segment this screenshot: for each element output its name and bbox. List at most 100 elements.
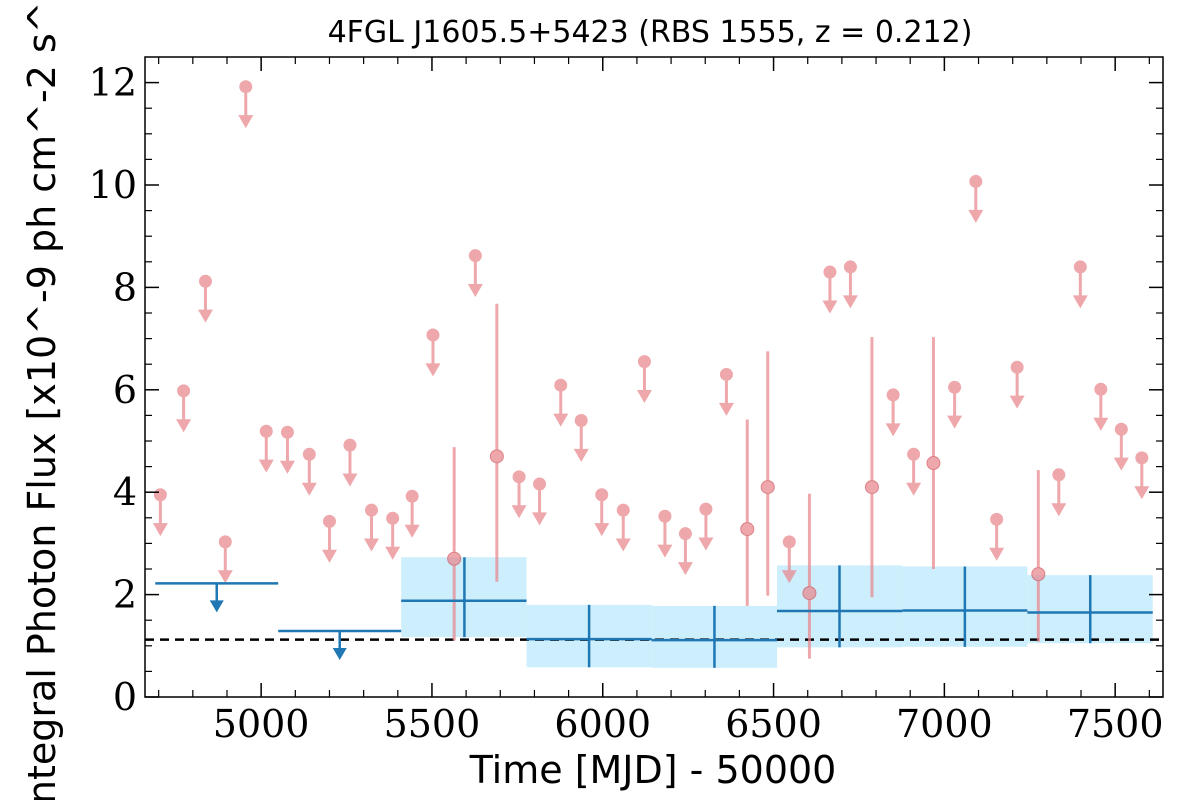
upper-limit-marker — [405, 489, 419, 503]
upper-limit-arrowhead — [636, 390, 652, 404]
upper-limit-arrowhead — [301, 482, 317, 496]
detection-point — [740, 419, 755, 606]
long-upper-limit-arrowhead — [332, 647, 347, 660]
upper-limit-marker — [322, 514, 336, 528]
upper-limit-point — [553, 378, 569, 427]
upper-limit-point — [698, 502, 714, 551]
upper-limit-arrowhead — [718, 402, 734, 416]
detection-point — [489, 303, 504, 582]
upper-limit-marker — [364, 503, 378, 517]
upper-limit-marker — [678, 527, 692, 541]
upper-limit-point — [906, 447, 922, 496]
upper-limit-arrowhead — [385, 546, 401, 560]
long-detection — [526, 604, 652, 668]
upper-limit-point — [657, 509, 673, 558]
upper-limit-point — [425, 328, 441, 377]
upper-limit-arrowhead — [404, 524, 420, 538]
upper-limit-marker — [886, 388, 900, 402]
upper-limit-point — [467, 249, 483, 298]
upper-limit-arrowhead — [885, 423, 901, 437]
long-bin-layer — [155, 557, 1153, 668]
upper-limit-arrowhead — [532, 512, 548, 526]
upper-limit-marker — [907, 447, 921, 461]
upper-limit-point — [677, 527, 693, 576]
long-detection — [776, 565, 903, 648]
long-upper-limit — [155, 582, 279, 613]
upper-limit-marker — [468, 249, 482, 263]
upper-limit-arrowhead — [467, 284, 483, 298]
y-tick-label: 12 — [89, 61, 137, 105]
detection-marker — [740, 522, 755, 537]
y-tick-label: 0 — [113, 675, 137, 719]
upper-limit-marker — [699, 502, 713, 516]
x-tick-label: 5000 — [213, 702, 310, 746]
x-tick-label: 6000 — [554, 702, 651, 746]
upper-limit-point — [385, 511, 401, 560]
upper-limit-point — [1072, 260, 1088, 309]
upper-limit-arrowhead — [238, 115, 254, 129]
upper-limit-marker — [658, 509, 672, 523]
upper-limit-arrowhead — [1009, 395, 1025, 409]
upper-limit-arrowhead — [947, 415, 963, 429]
upper-limit-point — [363, 503, 379, 552]
upper-limit-point — [1093, 382, 1109, 431]
upper-limit-arrowhead — [1113, 457, 1129, 471]
upper-limit-arrowhead — [176, 419, 192, 433]
upper-limit-point — [1051, 468, 1067, 517]
upper-limit-point — [1113, 422, 1129, 471]
upper-limit-point — [885, 388, 901, 437]
y-tick-label: 2 — [113, 573, 137, 617]
upper-limit-point — [152, 488, 168, 537]
y-tick-label: 8 — [113, 265, 137, 309]
upper-limit-point — [781, 535, 797, 584]
upper-limit-point — [615, 503, 631, 552]
upper-limit-arrowhead — [1134, 486, 1150, 500]
upper-limit-point — [968, 174, 984, 223]
x-tick-label: 7500 — [1067, 702, 1164, 746]
long-detection — [651, 605, 777, 668]
upper-limit-point — [301, 447, 317, 496]
upper-limit-arrowhead — [842, 295, 858, 309]
upper-limit-marker — [302, 447, 316, 461]
upper-limit-point — [238, 80, 254, 129]
upper-limit-marker — [637, 355, 651, 369]
x-tick-label: 5500 — [384, 702, 481, 746]
upper-limit-point — [197, 274, 213, 323]
upper-limit-arrowhead — [677, 562, 693, 576]
upper-limit-arrowhead — [342, 473, 358, 487]
upper-limit-point — [511, 470, 527, 519]
upper-limit-arrowhead — [197, 309, 213, 323]
y-tick-label: 6 — [113, 368, 137, 412]
detection-point — [926, 337, 941, 569]
upper-limit-marker — [969, 174, 983, 188]
plot-frame — [144, 56, 1164, 698]
upper-limit-marker — [153, 488, 167, 502]
upper-limit-marker — [1135, 451, 1149, 465]
y-tick-label: 10 — [89, 163, 137, 207]
upper-limit-arrowhead — [1051, 503, 1067, 517]
upper-limit-marker — [1052, 468, 1066, 482]
long-upper-limit-arrowhead — [209, 600, 224, 613]
upper-limit-point — [842, 260, 858, 309]
upper-limit-arrowhead — [217, 570, 233, 584]
upper-limit-arrowhead — [511, 505, 527, 519]
upper-limit-marker — [1073, 260, 1087, 274]
upper-limit-arrowhead — [698, 537, 714, 551]
upper-limit-arrowhead — [906, 482, 922, 496]
upper-limit-marker — [533, 477, 547, 491]
detection-marker — [1031, 567, 1046, 582]
x-axis-label: Time [MJD] - 50000 — [469, 748, 837, 792]
upper-limit-arrowhead — [968, 209, 984, 223]
upper-limit-marker — [1094, 382, 1108, 396]
upper-limit-arrowhead — [152, 523, 168, 537]
upper-limit-marker — [280, 425, 294, 439]
detection-marker — [802, 586, 817, 601]
upper-limit-point — [279, 425, 295, 474]
y-tick-label: 4 — [113, 470, 137, 514]
upper-limit-point — [532, 477, 548, 526]
upper-limit-arrowhead — [615, 538, 631, 552]
upper-limit-marker — [595, 488, 609, 502]
x-tick-label: 6500 — [725, 702, 822, 746]
long-detection — [1027, 575, 1153, 644]
